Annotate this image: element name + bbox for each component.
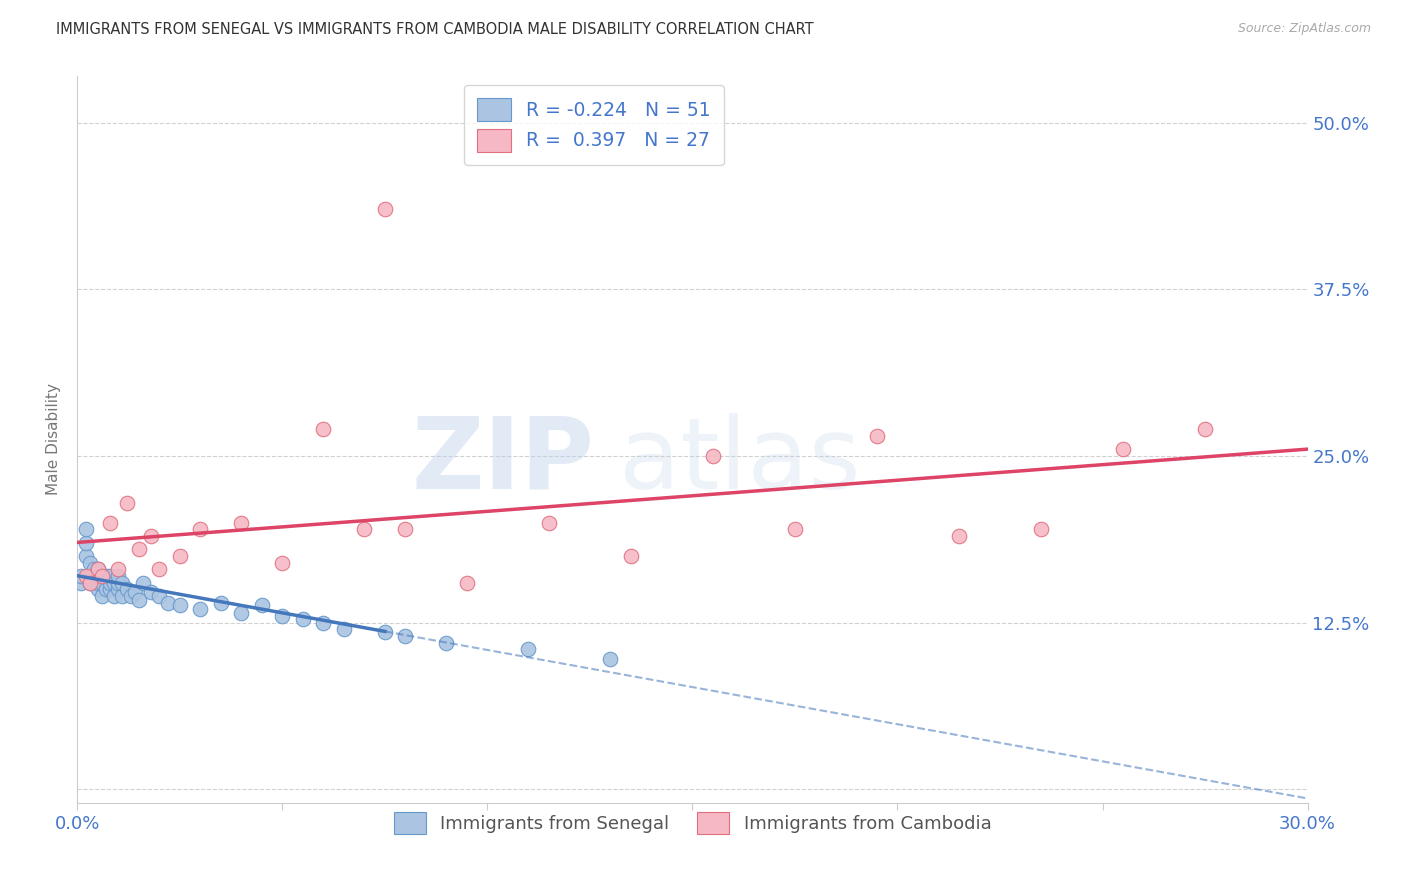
Point: [188, 602, 212, 616]
Point: [1112, 442, 1135, 457]
Point: [107, 582, 129, 597]
Point: [620, 549, 643, 563]
Point: [79, 569, 101, 583]
Text: ZIP: ZIP: [411, 413, 595, 509]
Point: [98, 516, 121, 530]
Legend: Immigrants from Senegal, Immigrants from Cambodia: Immigrants from Senegal, Immigrants from…: [387, 805, 998, 841]
Point: [107, 562, 129, 576]
Point: [394, 522, 416, 536]
Point: [107, 569, 129, 583]
Point: [702, 449, 724, 463]
Point: [250, 599, 273, 613]
Point: [83, 575, 105, 590]
Point: [98, 569, 121, 583]
Point: [79, 556, 101, 570]
Point: [75, 535, 97, 549]
Point: [70, 569, 93, 583]
Point: [271, 609, 294, 624]
Point: [231, 516, 253, 530]
Point: [111, 589, 134, 603]
Point: [98, 582, 121, 597]
Point: [436, 636, 458, 650]
Point: [188, 522, 212, 536]
Point: [98, 575, 121, 590]
Point: [83, 562, 105, 576]
Point: [333, 623, 356, 637]
Text: IMMIGRANTS FROM SENEGAL VS IMMIGRANTS FROM CAMBODIA MALE DISABILITY CORRELATION : IMMIGRANTS FROM SENEGAL VS IMMIGRANTS FR…: [56, 22, 814, 37]
Point: [394, 629, 416, 643]
Point: [128, 593, 150, 607]
Point: [107, 575, 129, 590]
Text: atlas: atlas: [619, 413, 860, 509]
Point: [1029, 522, 1052, 536]
Point: [312, 422, 335, 436]
Point: [291, 612, 314, 626]
Point: [456, 575, 478, 590]
Point: [79, 575, 101, 590]
Point: [783, 522, 806, 536]
Point: [537, 516, 560, 530]
Text: Source: ZipAtlas.com: Source: ZipAtlas.com: [1237, 22, 1371, 36]
Point: [115, 496, 138, 510]
Point: [374, 625, 396, 640]
Point: [103, 575, 125, 590]
Point: [94, 569, 117, 583]
Point: [87, 562, 110, 576]
Point: [90, 569, 114, 583]
Point: [148, 562, 170, 576]
Point: [141, 529, 163, 543]
Point: [79, 575, 101, 590]
Point: [90, 589, 114, 603]
Point: [75, 549, 97, 563]
Point: [517, 642, 540, 657]
Point: [1194, 422, 1216, 436]
Point: [87, 575, 110, 590]
Point: [83, 569, 105, 583]
Y-axis label: Male Disability: Male Disability: [46, 384, 62, 495]
Point: [120, 589, 142, 603]
Point: [353, 522, 375, 536]
Point: [70, 575, 93, 590]
Point: [103, 589, 125, 603]
Point: [271, 556, 294, 570]
Point: [374, 202, 396, 217]
Point: [75, 522, 97, 536]
Point: [90, 575, 114, 590]
Point: [94, 582, 117, 597]
Point: [87, 569, 110, 583]
Point: [111, 575, 134, 590]
Point: [87, 582, 110, 597]
Point: [148, 589, 170, 603]
Point: [948, 529, 970, 543]
Point: [87, 562, 110, 576]
Point: [231, 607, 253, 621]
Point: [209, 596, 232, 610]
Point: [866, 429, 889, 443]
Point: [141, 585, 163, 599]
Point: [128, 542, 150, 557]
Point: [169, 599, 191, 613]
Point: [75, 569, 97, 583]
Point: [132, 575, 155, 590]
Point: [599, 651, 621, 665]
Point: [169, 549, 191, 563]
Point: [124, 585, 146, 599]
Point: [312, 615, 335, 630]
Point: [156, 596, 179, 610]
Point: [115, 582, 138, 597]
